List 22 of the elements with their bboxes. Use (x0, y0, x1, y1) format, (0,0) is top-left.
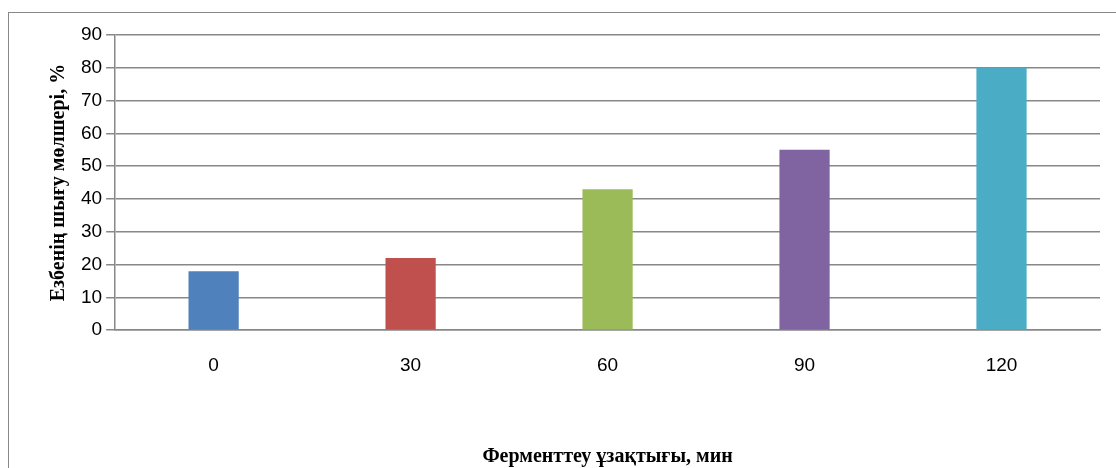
bar (976, 67, 1027, 330)
y-tick-label: 60 (80, 121, 103, 143)
y-tick-label: 40 (80, 187, 103, 209)
y-tick-label: 70 (80, 88, 103, 110)
y-tick-label: 50 (80, 154, 103, 176)
y-tick-label: 10 (80, 285, 103, 307)
y-axis-title: Езбенің шығу мөлшері, % (46, 63, 70, 302)
bar (188, 271, 239, 330)
y-tick-label: 80 (80, 56, 103, 78)
y-tick-label: 90 (80, 23, 103, 45)
bar (779, 149, 830, 330)
y-tick-label: 20 (80, 252, 103, 274)
x-tick-label: 90 (793, 353, 816, 375)
x-tick-label: 30 (400, 353, 422, 375)
x-axis-title: Ферменттеу ұзақтығы, мин (482, 444, 733, 468)
y-tick-label: 30 (80, 220, 103, 242)
x-tick-label: 60 (597, 353, 619, 375)
x-tick-label: 120 (985, 353, 1018, 375)
y-tick-label: 0 (91, 318, 103, 340)
bar (385, 258, 436, 330)
x-tick-label: 0 (208, 353, 219, 375)
bar (582, 189, 633, 330)
